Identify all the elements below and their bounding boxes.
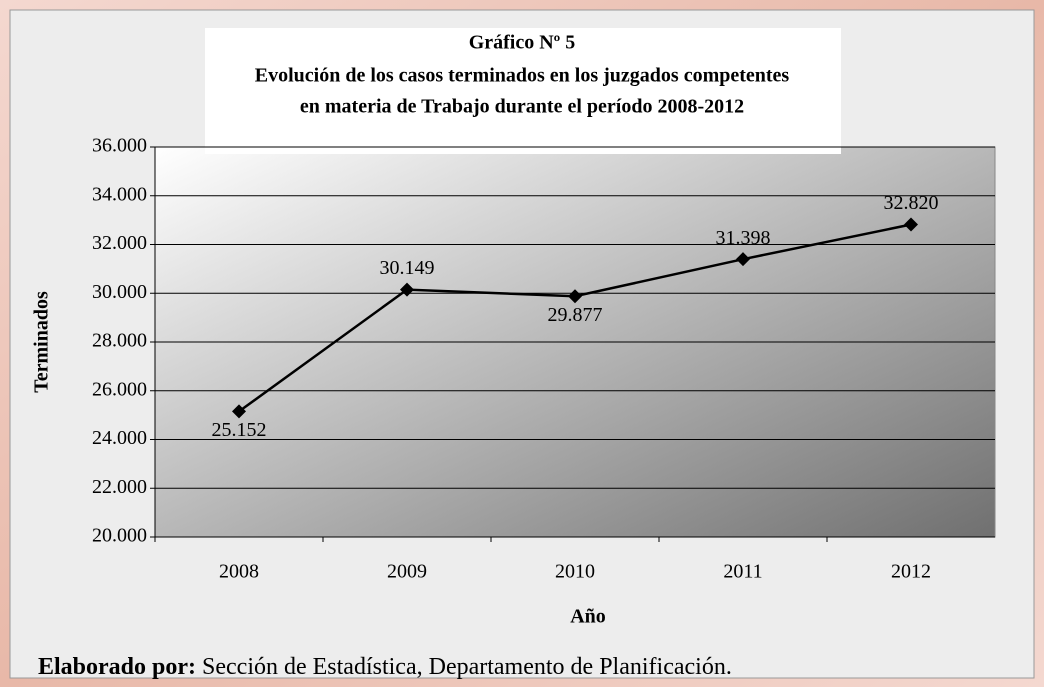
data-label: 32.820: [884, 192, 939, 214]
y-tick-label: 26.000: [92, 378, 147, 400]
marker: [232, 404, 246, 419]
marker: [904, 217, 918, 232]
chart-subtitle: en materia de Trabajo durante el período…: [300, 96, 744, 118]
x-tick-label: 2011: [723, 561, 762, 583]
x-tick-label: 2009: [387, 561, 427, 583]
y-tick-label: 30.000: [92, 281, 147, 303]
chart-title: Gráfico Nº 5: [469, 32, 576, 54]
y-tick-label: 22.000: [92, 476, 147, 498]
x-tick-label: 2010: [555, 561, 595, 583]
marker: [568, 289, 582, 304]
data-label: 29.877: [548, 304, 603, 326]
y-tick-label: 24.000: [92, 427, 147, 449]
y-tick-label: 36.000: [92, 135, 147, 157]
y-tick-label: 34.000: [92, 183, 147, 205]
data-label: 30.149: [380, 257, 435, 279]
source-label: Elaborado por:: [38, 654, 196, 680]
y-axis-title: Terminados: [31, 291, 53, 393]
x-axis-title: Año: [570, 606, 606, 628]
y-tick-label: 32.000: [92, 232, 147, 254]
y-tick-label: 28.000: [92, 330, 147, 352]
marker: [736, 252, 750, 267]
x-tick-label: 2012: [891, 561, 931, 583]
data-label: 31.398: [716, 227, 771, 249]
marker: [400, 282, 414, 297]
chart-subtitle: Evolución de los casos terminados en los…: [255, 65, 790, 87]
data-label: 25.152: [212, 419, 267, 441]
y-tick-label: 20.000: [92, 525, 147, 547]
title-box: [205, 28, 841, 154]
source-note: Elaborado por: Sección de Estadística, De…: [38, 654, 732, 680]
source-text: Sección de Estadística, Departamento de …: [202, 654, 732, 680]
x-tick-label: 2008: [219, 561, 259, 583]
